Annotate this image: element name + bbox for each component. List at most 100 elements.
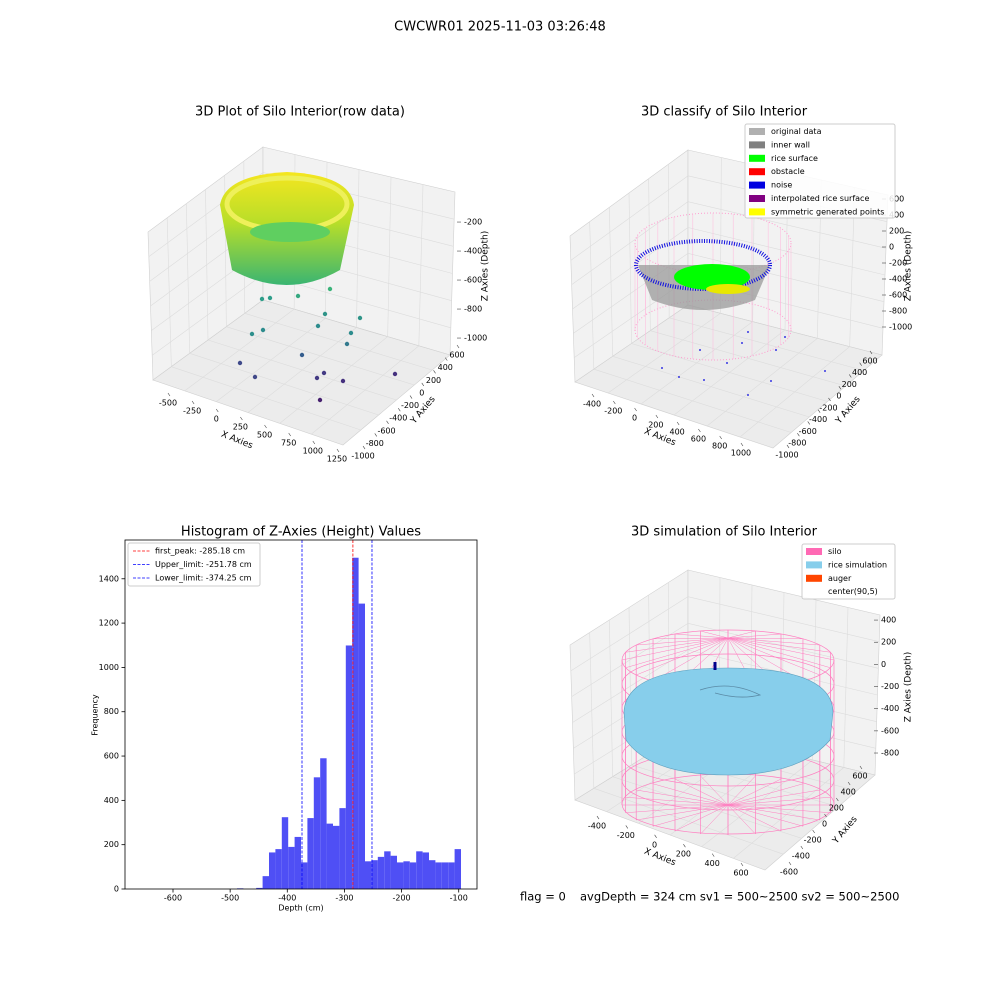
silo-spoke: [727, 789, 820, 806]
silo-spoke: [653, 637, 729, 640]
noise-point: [678, 376, 680, 378]
noise-point: [299, 352, 305, 358]
bar: [307, 818, 314, 889]
x-tick-label: -250: [183, 407, 201, 416]
x-tick-label: -400: [278, 894, 296, 903]
legend-swatch: [806, 561, 822, 569]
legend-label: original data: [771, 127, 822, 136]
noise-point: [315, 323, 321, 329]
legend-label: inner wall: [771, 140, 810, 149]
z-tick-label: -1000: [889, 323, 912, 332]
legend-swatch: [749, 141, 765, 149]
noise-point: [237, 360, 243, 366]
y-tick-label: 200: [829, 804, 844, 813]
y-tick-label: 1400: [99, 574, 119, 583]
y-tick-label: -800: [788, 439, 806, 448]
bar: [390, 855, 397, 889]
x-axis-label: Depth (cm): [278, 904, 323, 913]
silo-spoke: [636, 804, 729, 821]
x-tick: [655, 414, 659, 419]
legend-label: interpolated rice surface: [771, 194, 869, 203]
y-tick: [817, 409, 821, 413]
legend-swatch: [749, 195, 765, 202]
x-tick: [240, 416, 243, 421]
x-tick-label: 600: [733, 869, 748, 878]
silo-spoke: [652, 783, 729, 806]
y-tick: [838, 386, 842, 390]
y-tick-label: -600: [799, 427, 817, 436]
noise-point: [392, 371, 398, 377]
symmetric-points: [706, 284, 750, 294]
y-tick-label: 600: [862, 356, 877, 365]
bar: [256, 887, 263, 889]
silo-spoke: [727, 804, 756, 835]
noise-point: [344, 341, 350, 347]
x-tick: [740, 862, 744, 867]
y-tick: [362, 445, 366, 450]
x-tick-label: 800: [712, 442, 727, 451]
rice-texture: [699, 685, 762, 698]
x-tick: [625, 825, 629, 829]
rice-simulation: [623, 667, 834, 776]
y-tick: [828, 397, 831, 402]
legend-swatch: [749, 128, 765, 135]
bar: [409, 862, 417, 889]
y-tick: [409, 395, 413, 399]
y-tick: [374, 433, 378, 437]
x-tick-label: 600: [691, 435, 706, 444]
bar: [339, 808, 346, 889]
x-tick: [264, 424, 267, 429]
y-tick-label: -400: [809, 415, 827, 424]
z-tick-label: 400: [889, 211, 904, 220]
x-tick-label: -400: [583, 400, 601, 409]
noise-point: [295, 293, 301, 299]
y-tick-label: 600: [104, 752, 119, 761]
bar: [301, 862, 308, 889]
z-tick-label: -200: [464, 218, 482, 227]
y-tick: [398, 407, 401, 412]
bar: [384, 851, 391, 889]
y-tick-label: -400: [792, 852, 810, 861]
legend-label: noise: [771, 181, 792, 190]
y-tick-label: -1000: [351, 452, 374, 461]
bar: [288, 846, 295, 889]
y-tick: [812, 829, 815, 834]
y-tick-label: -1000: [775, 450, 798, 459]
legend-label: auger: [828, 574, 852, 583]
silo-spoke: [727, 804, 782, 832]
silo-spoke: [727, 783, 804, 806]
x-tick-label: 0: [652, 840, 657, 849]
noise-point: [726, 362, 728, 364]
y-tick-label: 0: [419, 388, 424, 397]
y-tick-label: -200: [401, 401, 419, 410]
bar: [320, 758, 327, 889]
y-tick-label: 800: [104, 707, 119, 716]
legend-box: [744, 123, 896, 219]
x-tick-label: -500: [221, 894, 239, 903]
z-tick-label: -600: [464, 276, 482, 285]
legend-label: center(90,5): [828, 587, 878, 596]
x-tick: [719, 435, 722, 440]
z-tick-label: -800: [464, 305, 482, 314]
z-tick-label: 0: [889, 243, 894, 252]
y-tick-label: 200: [426, 376, 441, 385]
y-tick-label: 0: [114, 885, 119, 894]
legend-swatch: [806, 588, 822, 596]
legend-label: obstacle: [771, 167, 805, 176]
y-tick-label: 600: [852, 772, 867, 781]
noise-point: [321, 370, 327, 376]
bar: [326, 823, 333, 889]
noise-point: [824, 370, 826, 372]
bar: [262, 876, 269, 889]
z-tick-label: -800: [881, 749, 899, 758]
flag-text: flag = 0: [520, 890, 566, 904]
pane-grid: [739, 346, 850, 438]
noise-point: [775, 349, 777, 351]
bar: [441, 862, 449, 889]
y-tick: [859, 362, 862, 366]
y-tick-label: -400: [389, 414, 407, 423]
y-tick: [800, 845, 804, 850]
status-text: avgDepth = 324 cm sv1 = 500~2500 sv2 = 5…: [580, 890, 899, 904]
silo-spoke: [727, 633, 782, 639]
